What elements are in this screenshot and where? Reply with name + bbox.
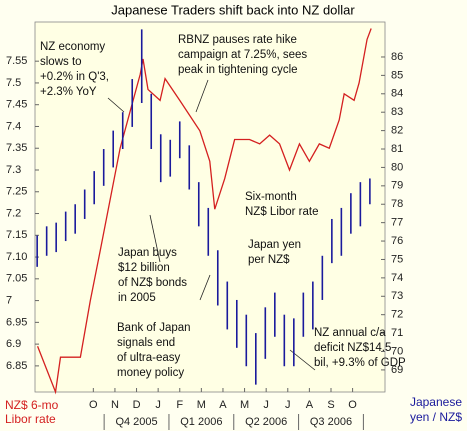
pointer	[107, 97, 125, 113]
y2-tick-label: 78	[391, 198, 403, 210]
x-tick-label: N	[111, 399, 119, 411]
annotation: +2.3% YoY	[40, 86, 97, 98]
annotation: Bank of Japan	[117, 322, 191, 334]
y2-tick-label: 85	[391, 69, 403, 81]
x-tick-label: J	[285, 399, 291, 411]
annotation: Six-month	[245, 191, 297, 203]
annotation: peak in tightening cycle	[178, 64, 298, 76]
y-tick-label: 7.35	[6, 142, 27, 154]
y2-tick-label: 86	[391, 51, 403, 63]
y2-tick-label: 76	[391, 235, 403, 247]
quarter-label: Q1 2006	[180, 416, 222, 428]
y2-tick-label: 75	[391, 253, 403, 265]
annotation: $12 billion	[118, 262, 170, 274]
y2-tick-label: 79	[391, 180, 403, 192]
annotation: +0.2% in Q'3,	[40, 71, 109, 83]
y2-tick-label: 80	[391, 161, 403, 173]
y2-tick-label: 73	[391, 290, 403, 302]
y-tick-label: 7.55	[6, 55, 27, 67]
y-tick-label: 7.4	[6, 120, 21, 132]
y-tick-label: 7.25	[6, 186, 27, 198]
x-tick-label: S	[327, 399, 334, 411]
annotation: money policy	[117, 367, 184, 379]
y2-tick-label: 71	[391, 327, 403, 339]
x-tick-label: A	[219, 399, 227, 411]
annotation: bil, +9.3% of GDP	[314, 357, 406, 369]
quarter-label: Q2 2006	[245, 416, 287, 428]
annotation: in 2005	[118, 292, 156, 304]
y-tick-label: 7.10	[6, 251, 27, 263]
y-tick-label: 7.5	[6, 77, 21, 89]
y-tick-label: 6.95	[6, 316, 27, 328]
x-tick-label: J	[155, 399, 161, 411]
annotation: slows to	[40, 56, 82, 68]
y-tick-label: 7.45	[6, 99, 27, 111]
y2-axis-label: Japanese	[410, 395, 462, 409]
y-tick-label: 7.15	[6, 229, 27, 241]
x-tick-label: J	[263, 399, 269, 411]
annotation: per NZ$	[248, 254, 290, 266]
annotation: campaign at 7.25%, sees	[178, 49, 307, 61]
annotation: deficit NZ$14.5	[314, 342, 391, 354]
pointer	[149, 214, 161, 263]
y-tick-label: 7.3	[6, 164, 21, 176]
y2-tick-label: 69	[391, 364, 403, 376]
chart-title: Japanese Traders shift back into NZ doll…	[111, 2, 355, 17]
y-tick-label: 6.85	[6, 360, 27, 372]
libor-line	[36, 28, 372, 395]
annotation: NZ$ Libor rate	[245, 206, 319, 218]
x-tick-label: O	[348, 399, 357, 411]
y2-tick-label: 82	[391, 125, 403, 137]
x-tick-label: O	[89, 399, 98, 411]
annotation: signals end	[117, 337, 175, 349]
quarter-label: Q3 2006	[310, 416, 352, 428]
x-tick-label: D	[133, 399, 141, 411]
x-tick-label: M	[197, 399, 206, 411]
y-tick-label: 7	[6, 294, 12, 306]
x-tick-label: F	[176, 399, 183, 411]
y2-tick-label: 77	[391, 217, 403, 229]
y2-tick-label: 83	[391, 106, 403, 118]
annotation: RBNZ pauses rate hike	[178, 34, 297, 46]
annotation: Japan buys	[118, 247, 177, 259]
annotation: of ultra-easy	[117, 352, 181, 364]
y-tick-label: 7.2	[6, 207, 21, 219]
pointer	[199, 274, 211, 301]
y-axis-label: NZ$ 6-mo	[5, 398, 59, 412]
y-tick-label: 7.05	[6, 273, 27, 285]
pointer	[195, 79, 209, 113]
x-tick-label: M	[240, 399, 249, 411]
y-tick-label: 6.9	[6, 338, 21, 350]
annotation: NZ economy	[40, 41, 105, 53]
x-tick-label: A	[306, 399, 314, 411]
plot-area	[34, 21, 386, 393]
y-axis-label: Libor rate	[5, 412, 56, 426]
y2-tick-label: 72	[391, 309, 403, 321]
y2-tick-label: 81	[391, 143, 403, 155]
y2-axis-label: yen / NZ$	[410, 410, 462, 424]
annotation: NZ annual c/a	[314, 327, 386, 339]
annotation: of NZ$ bonds	[118, 277, 187, 289]
y2-tick-label: 70	[391, 345, 403, 357]
annotation: Japan yen	[248, 239, 301, 251]
quarter-label: Q4 2005	[115, 416, 157, 428]
y2-tick-label: 84	[391, 88, 403, 100]
y2-tick-label: 74	[391, 272, 403, 284]
